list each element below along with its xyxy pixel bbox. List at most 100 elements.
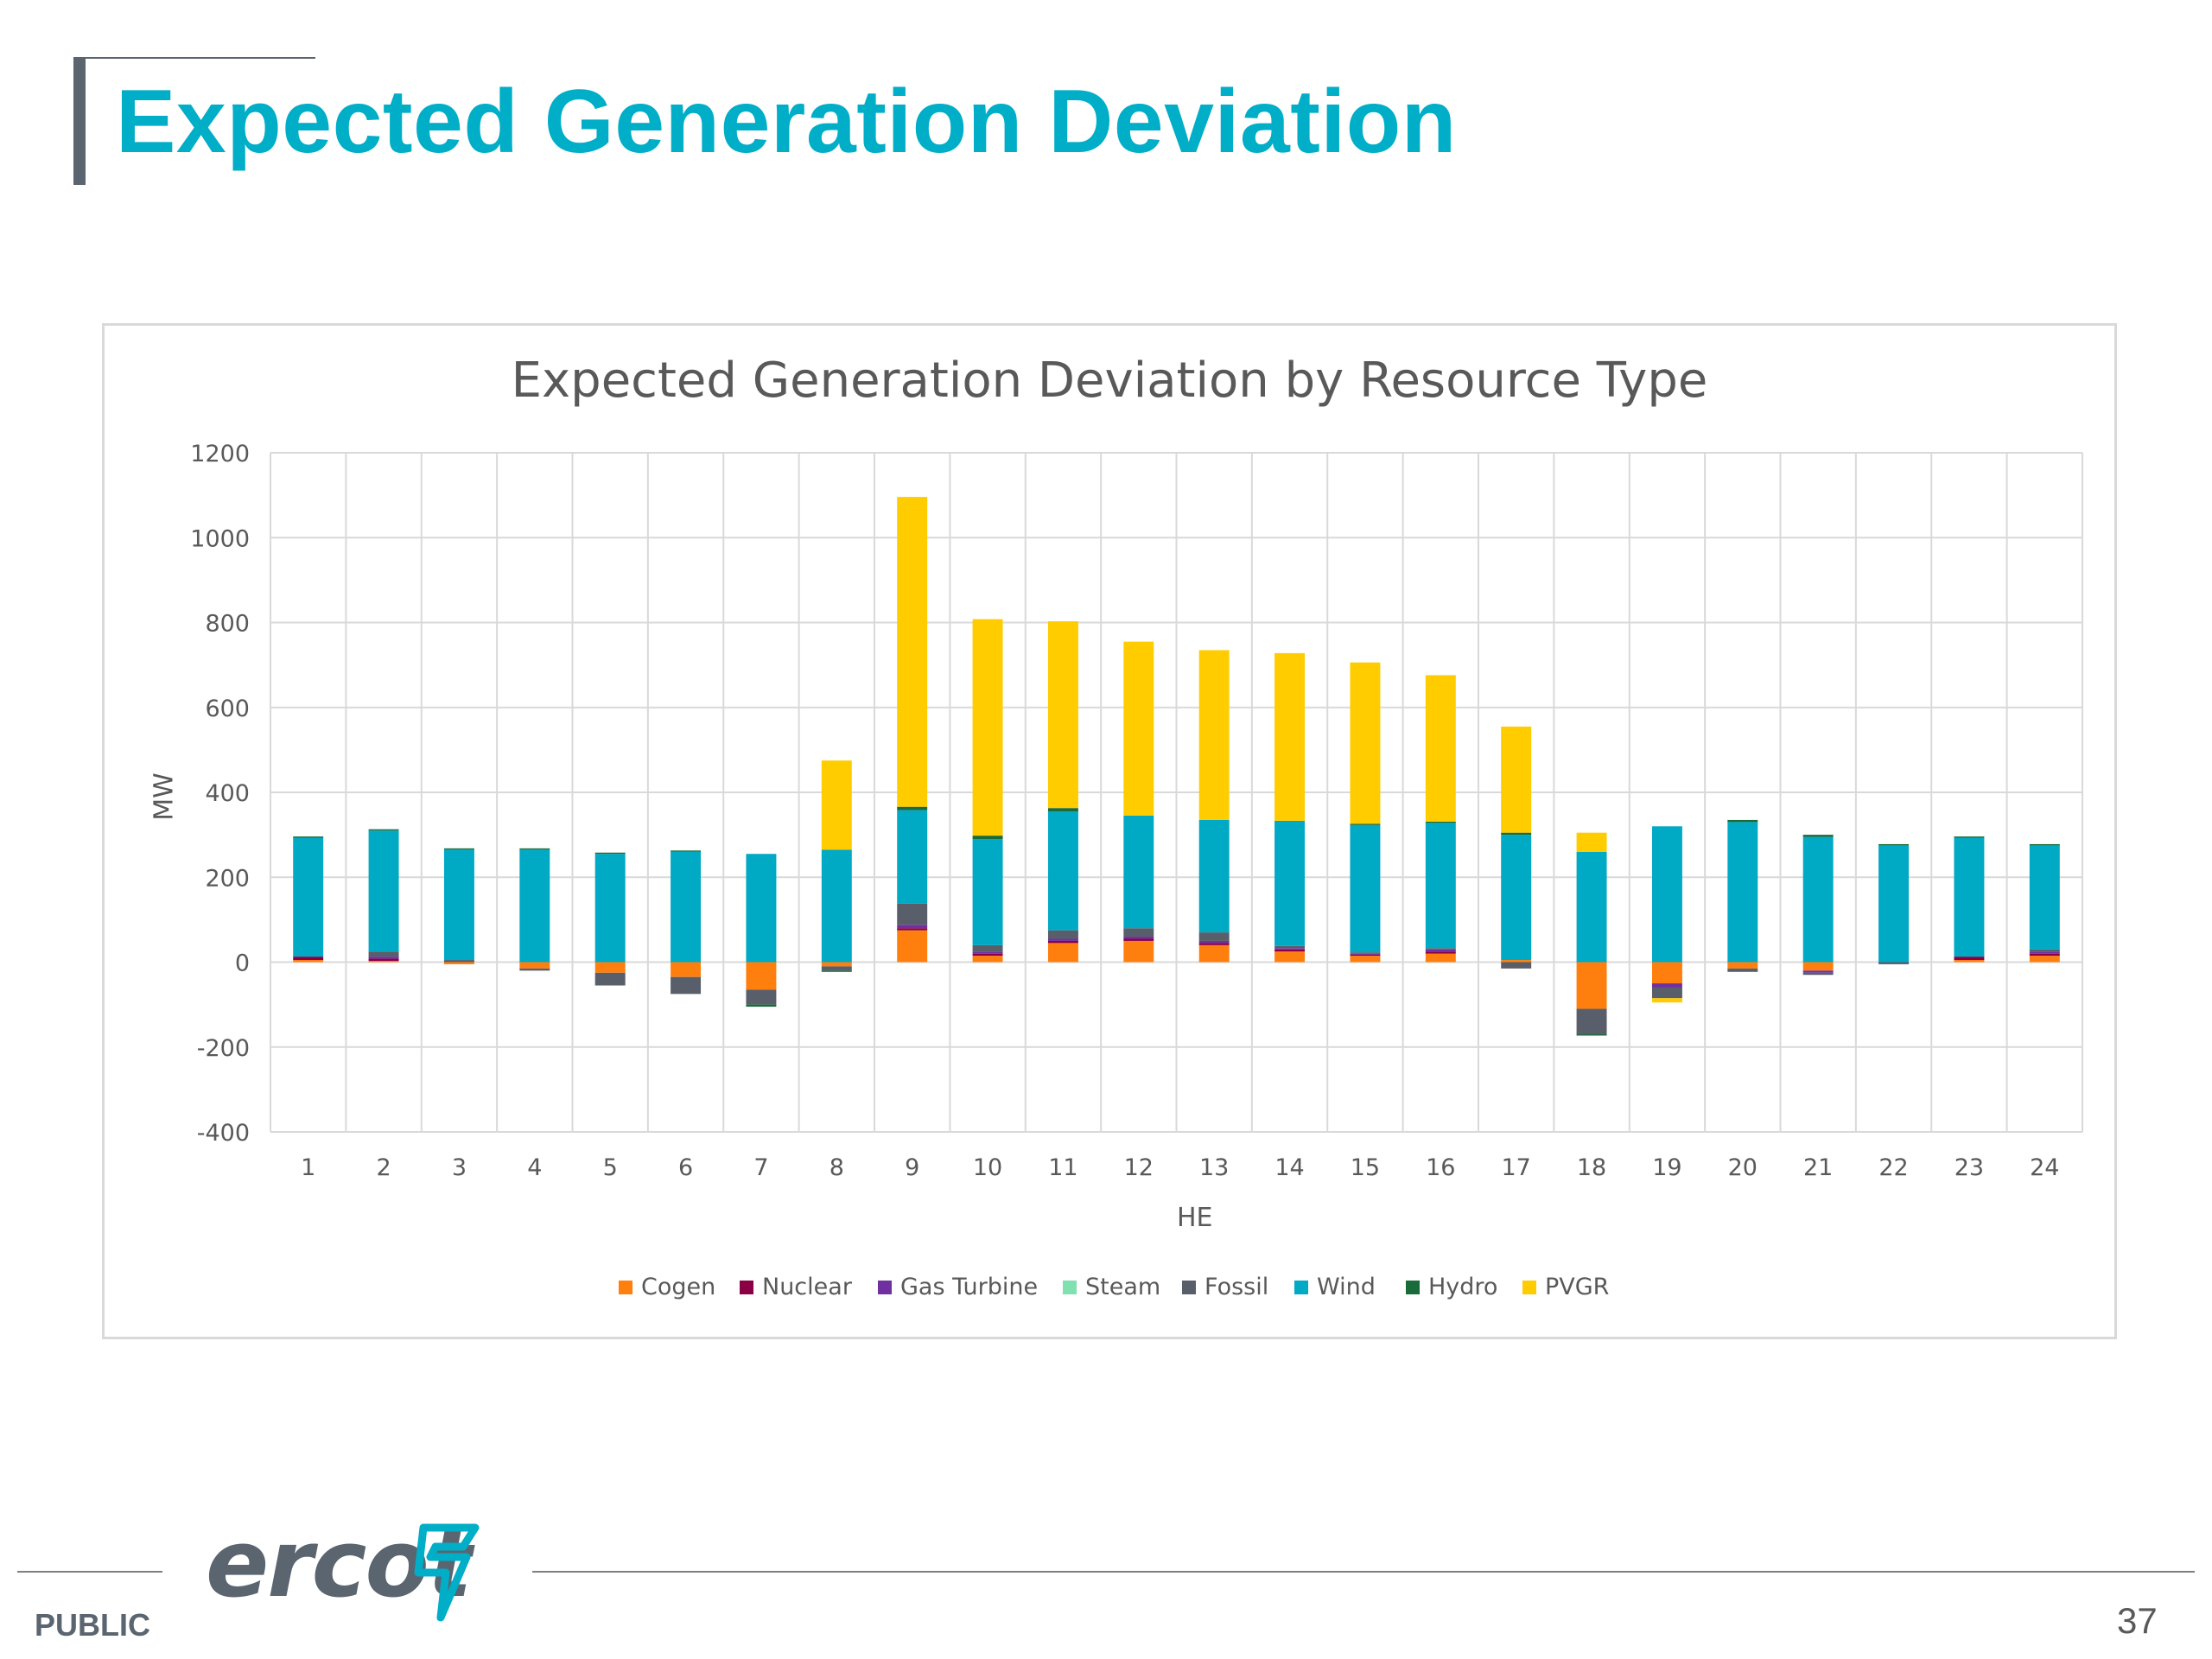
- legend-label: Nuclear: [762, 1274, 853, 1300]
- bar-segment-fossil: [1123, 928, 1154, 938]
- bar-segment-fossil: [594, 972, 626, 986]
- bar-segment-pvgr: [1123, 641, 1154, 817]
- bar-segment-hydro: [1802, 835, 1834, 837]
- y-tick-label: 800: [205, 611, 250, 638]
- bar-segment-fossil: [519, 968, 550, 971]
- bar-segment-nuclear: [1954, 957, 1985, 961]
- bar-segment-wind: [972, 839, 1003, 945]
- bar-segment-wind: [746, 854, 777, 963]
- legend-swatch: [1063, 1281, 1077, 1294]
- bar-segment-fossil: [897, 903, 928, 925]
- footer-line-right: [532, 1571, 2195, 1573]
- ercot-logo-icon: [414, 1523, 480, 1622]
- bar-segment-pvgr: [1350, 662, 1381, 824]
- bar-segment-cogen: [1501, 960, 1532, 963]
- bar-segment-pvgr: [972, 619, 1003, 836]
- bar-segment-cogen: [2029, 956, 2060, 963]
- bar-segment-pvgr: [1576, 832, 1607, 852]
- y-tick-label: 1200: [190, 441, 250, 467]
- bar-segment-fossil: [1198, 932, 1230, 941]
- bar-segment-hydro: [972, 836, 1003, 840]
- bar-segment-gas-turbine: [368, 957, 399, 959]
- x-tick-label: 14: [1274, 1154, 1304, 1181]
- y-tick-label: -400: [197, 1120, 250, 1147]
- legend-label: Fossil: [1205, 1274, 1268, 1300]
- bar-segment-wind: [594, 854, 626, 963]
- bar-segment-fossil: [2029, 949, 2060, 952]
- bar-segment-nuclear: [972, 953, 1003, 957]
- chart-title: Expected Generation Deviation by Resourc…: [511, 353, 1708, 409]
- bar-segment-cogen: [594, 962, 626, 973]
- bar-segment-cogen: [821, 962, 852, 967]
- x-tick-label: 15: [1351, 1154, 1380, 1181]
- bar-segment-nuclear: [1123, 938, 1154, 941]
- bar-segment-wind: [368, 830, 399, 952]
- bar-segment-wind: [443, 849, 474, 961]
- title-accent-rule: [73, 57, 315, 59]
- bar-segment-cogen: [746, 962, 777, 990]
- title-accent-bar: [73, 57, 86, 185]
- y-tick-label: 600: [205, 696, 250, 722]
- bar-segment-fossil: [671, 976, 702, 995]
- bar-segment-nuclear: [1350, 954, 1381, 957]
- bar-segment-hydro: [1047, 808, 1078, 812]
- bar-segment-gas-turbine: [1425, 949, 1456, 952]
- bar-segment-wind: [1198, 819, 1230, 933]
- bar-segment-cogen: [1802, 962, 1834, 971]
- bar-segment-fossil: [1727, 968, 1758, 972]
- bar-segment-fossil: [1047, 930, 1078, 939]
- bar-segment-hydro: [897, 806, 928, 810]
- bar-segment-pvgr: [897, 497, 928, 807]
- bar-segment-cogen: [897, 930, 928, 963]
- bar-segment-wind: [1727, 822, 1758, 963]
- y-tick-label: 1000: [190, 525, 250, 552]
- x-tick-label: 23: [1955, 1154, 1984, 1181]
- bar-segment-cogen: [1198, 944, 1230, 963]
- bar-segment-wind: [519, 849, 550, 963]
- bar-segment-cogen: [1727, 962, 1758, 969]
- x-tick-label: 3: [452, 1154, 467, 1181]
- bar-segment-hydro: [1576, 1034, 1607, 1036]
- bar-segment-gas-turbine: [2029, 951, 2060, 954]
- bar-segment-fossil: [368, 951, 399, 957]
- bar-segment-nuclear: [897, 928, 928, 931]
- x-tick-label: 24: [2030, 1154, 2059, 1181]
- bar-segment-cogen: [1576, 962, 1607, 1009]
- page-number: 37: [2117, 1600, 2158, 1641]
- bar-segment-hydro: [671, 850, 702, 852]
- bar-segment-gas-turbine: [1651, 983, 1682, 988]
- bar-segment-wind: [1651, 826, 1682, 963]
- bar-segment-cogen: [1123, 940, 1154, 963]
- y-tick-label: -200: [197, 1035, 250, 1062]
- bar-segment-hydro: [1350, 823, 1381, 825]
- bar-segment-hydro: [746, 1004, 777, 1007]
- public-label: PUBLIC: [35, 1607, 150, 1643]
- x-tick-label: 4: [527, 1154, 542, 1181]
- x-tick-label: 8: [830, 1154, 844, 1181]
- bar-segment-cogen: [519, 962, 550, 969]
- legend-swatch: [1294, 1281, 1308, 1294]
- x-tick-label: 12: [1124, 1154, 1154, 1181]
- bar-segment-cogen: [1651, 962, 1682, 984]
- bar-segment-hydro: [1501, 832, 1532, 836]
- x-tick-label: 5: [603, 1154, 618, 1181]
- bar-segment-nuclear: [2029, 953, 2060, 957]
- bar-segment-fossil: [1501, 962, 1532, 969]
- x-tick-label: 6: [678, 1154, 693, 1181]
- bar-segment-gas-turbine: [972, 951, 1003, 954]
- bar-segment-nuclear: [368, 958, 399, 962]
- bar-segment-fossil: [1802, 972, 1834, 976]
- y-tick-label: 0: [235, 950, 250, 977]
- bar-segment-gas-turbine: [1123, 937, 1154, 939]
- bar-segment-cogen: [368, 961, 399, 963]
- bar-segment-cogen: [1274, 951, 1306, 963]
- bar-segment-cogen: [443, 962, 474, 964]
- bar-segment-fossil: [1425, 948, 1456, 950]
- bar-segment-fossil: [821, 966, 852, 971]
- bar-segment-wind: [1878, 845, 1910, 963]
- y-tick-label: 400: [205, 780, 250, 807]
- x-axis-label: HE: [1177, 1203, 1213, 1233]
- bar-segment-pvgr: [1198, 650, 1230, 820]
- y-tick-label: 200: [205, 865, 250, 892]
- bar-segment-wind: [1954, 837, 1985, 957]
